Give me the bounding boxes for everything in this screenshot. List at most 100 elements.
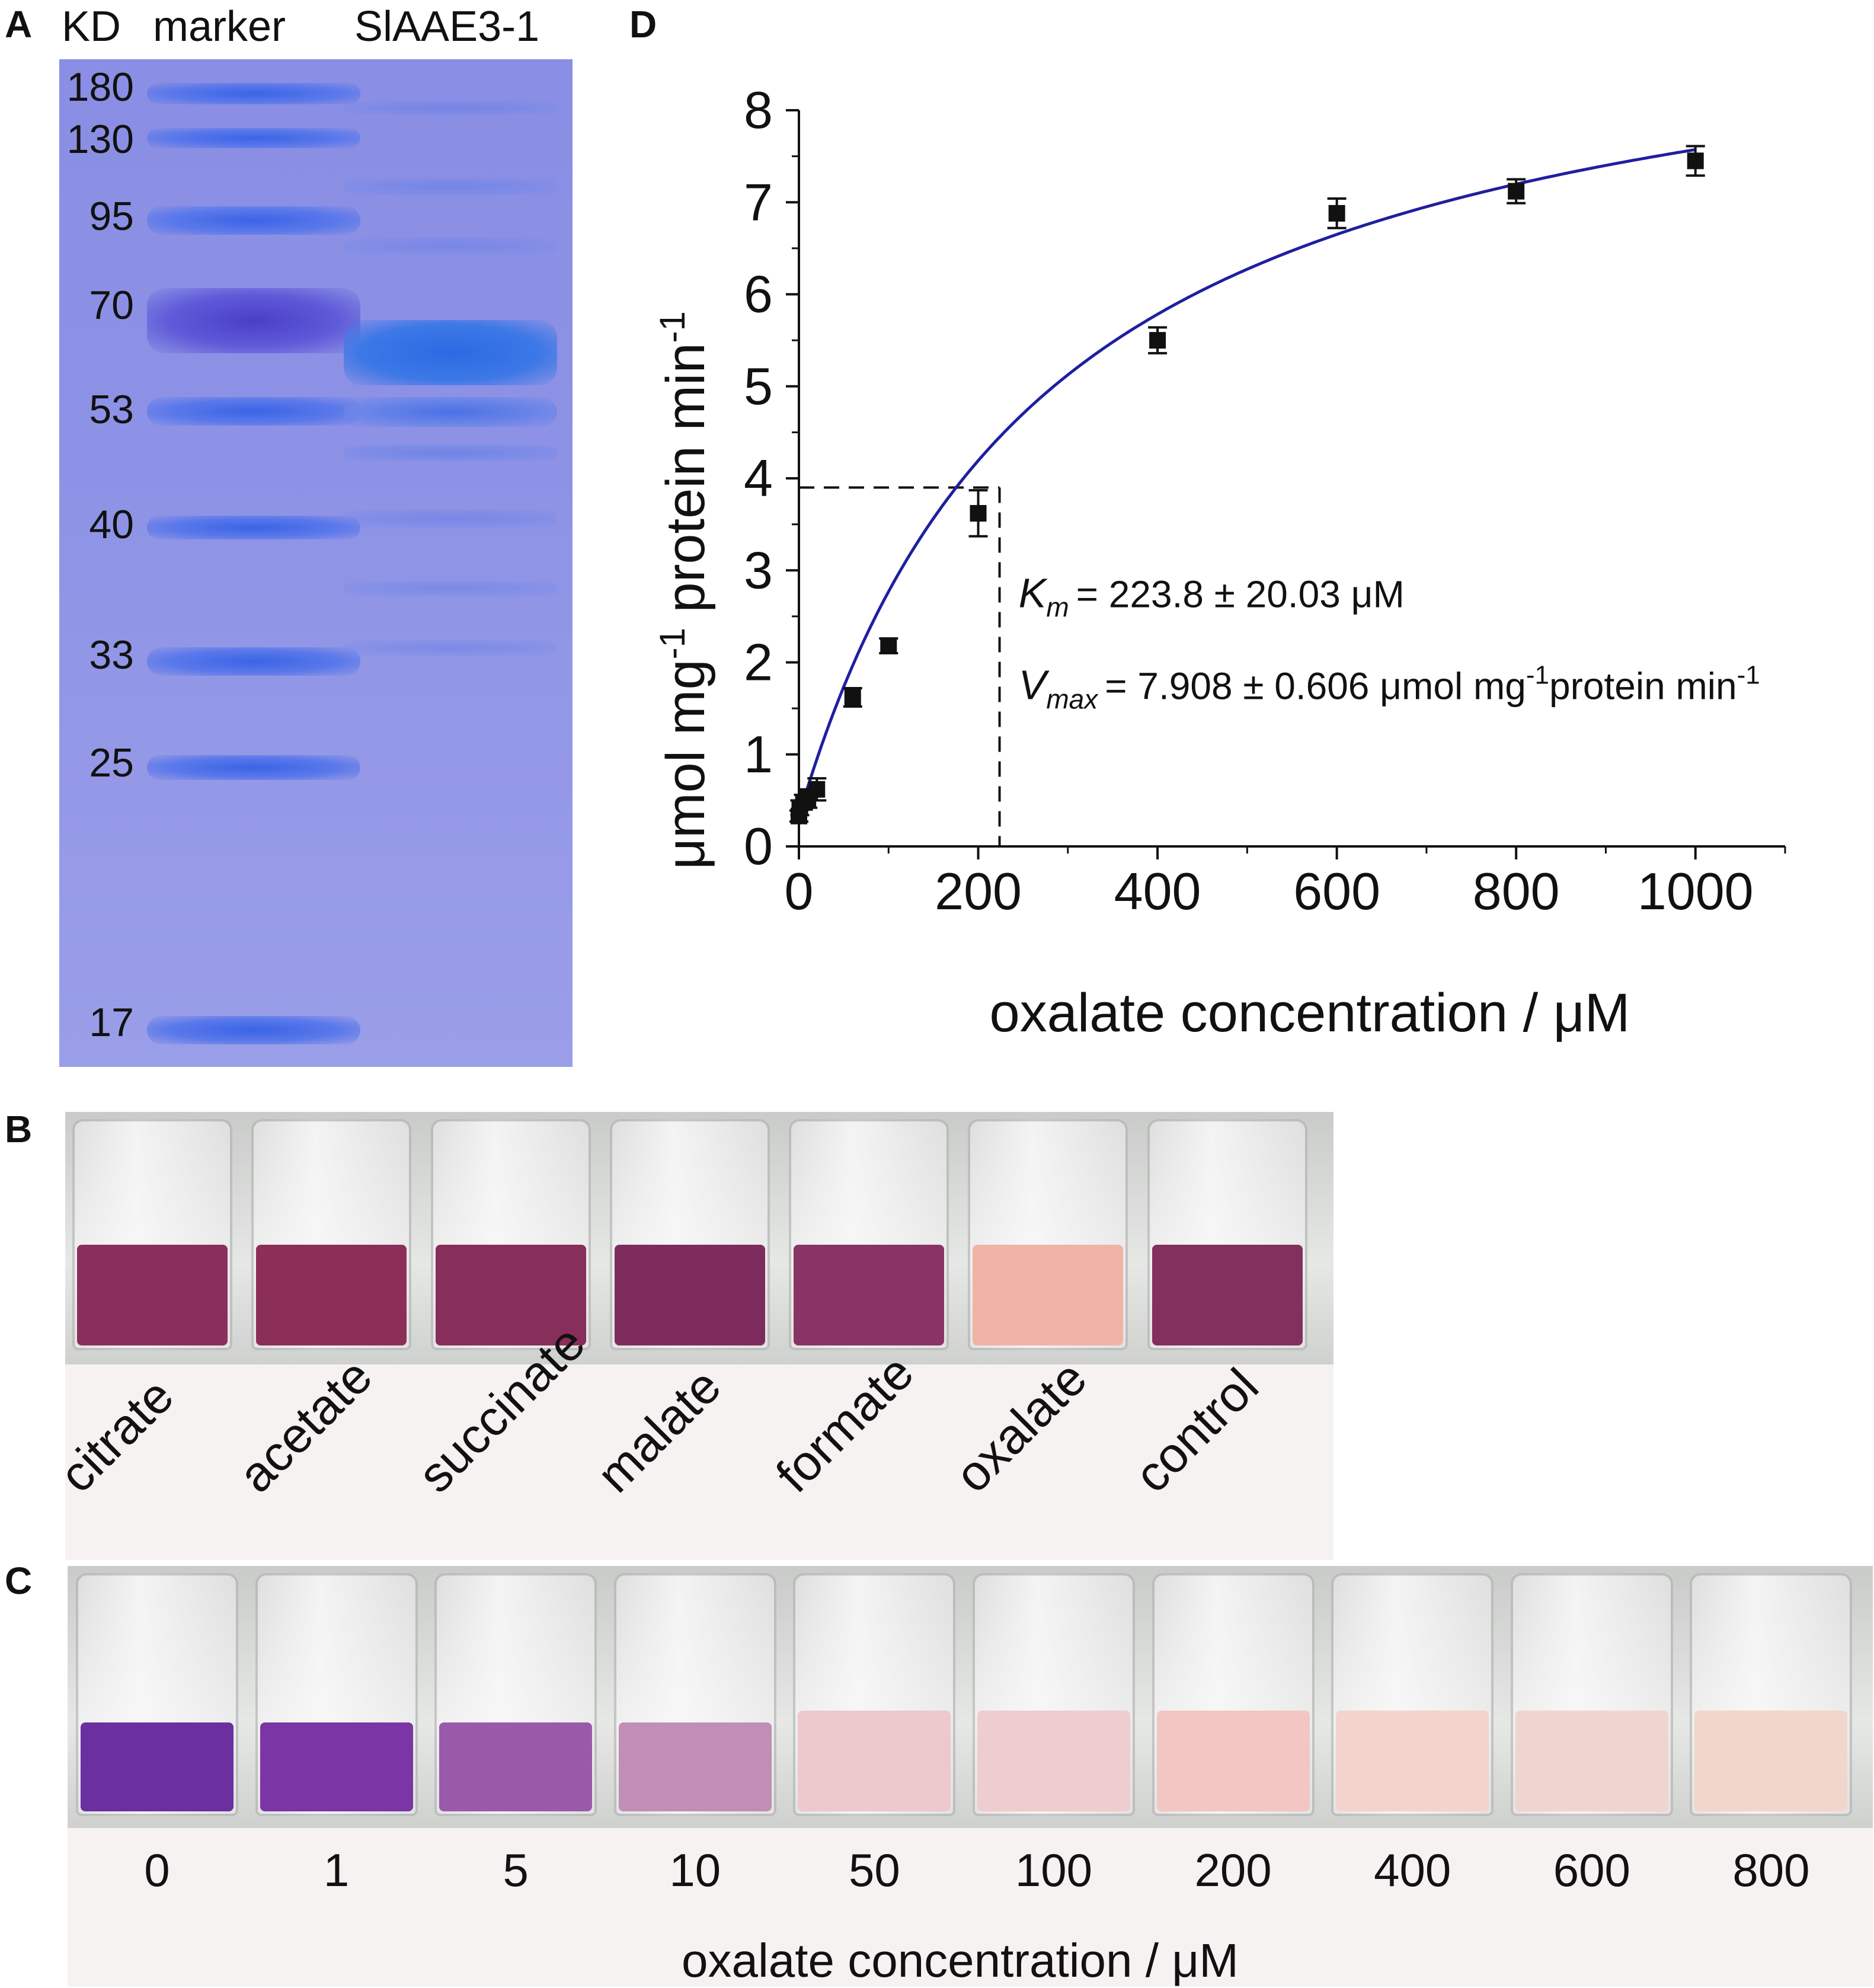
sample-band xyxy=(344,445,557,461)
sample-band xyxy=(344,237,557,255)
vmax-value: = 7.908 ± 0.606 μmol mg xyxy=(1105,665,1526,708)
km-value: = 223.8 ± 20.03 μM xyxy=(1076,573,1405,615)
marker-band xyxy=(147,397,360,426)
sample-band xyxy=(344,178,557,196)
kinetics-chart: 0 1 2 3 4 5 6 7 8 0 200 400 600 800 1000 oxalate conce… xyxy=(653,81,1786,1043)
vial-liquid xyxy=(1515,1711,1668,1811)
concentration-vial xyxy=(973,1573,1135,1816)
substrate-vial xyxy=(251,1119,412,1350)
marker-band xyxy=(147,755,360,780)
marker-weight-label: 95 xyxy=(89,194,134,239)
substrate-vial xyxy=(430,1119,591,1350)
marker-weight-label: 53 xyxy=(89,387,134,432)
panel-label-b: B xyxy=(5,1108,33,1150)
vial-liquid xyxy=(77,1245,228,1345)
vial-liquid xyxy=(435,1245,586,1345)
vial-liquid xyxy=(794,1245,945,1345)
vial-liquid xyxy=(618,1722,772,1811)
gel-header-sample: SlAAE3-1 xyxy=(354,3,540,50)
sample-band xyxy=(344,640,557,656)
marker-band xyxy=(147,128,360,148)
y-tick-label: 2 xyxy=(744,633,773,692)
x-axis-label: oxalate concentration / μM xyxy=(990,983,1630,1043)
marker-band xyxy=(147,288,360,353)
data-point xyxy=(1687,152,1704,170)
vmax-unit: protein min xyxy=(1549,665,1737,708)
substrate-vial xyxy=(1147,1119,1307,1350)
x-tick-label: 1000 xyxy=(1638,862,1754,921)
marker-weight-label: 25 xyxy=(89,740,134,785)
marker-band xyxy=(147,83,360,104)
marker-band xyxy=(147,516,360,539)
vmax-sup: -1 xyxy=(1526,661,1549,690)
concentration-vial xyxy=(255,1573,418,1816)
concentration-axis-label: oxalate concentration / μM xyxy=(682,1934,1239,1987)
vmax-subscript: max xyxy=(1046,684,1099,715)
marker-band xyxy=(147,1016,360,1044)
gel-header-kd: KD xyxy=(62,3,121,50)
michaelis-menten-fit-curve xyxy=(797,148,1696,817)
vial-liquid xyxy=(973,1245,1124,1345)
concentration-label: 5 xyxy=(503,1844,529,1896)
panel-label-d: D xyxy=(629,3,657,46)
concentration-label: 800 xyxy=(1732,1844,1810,1896)
marker-band xyxy=(147,647,360,676)
sample-band xyxy=(344,581,557,596)
gel-header-marker: marker xyxy=(153,3,286,50)
concentration-vial xyxy=(1152,1573,1315,1816)
vial-liquid xyxy=(1156,1711,1310,1811)
data-point xyxy=(880,637,897,654)
data-point xyxy=(808,781,826,798)
concentration-label: 0 xyxy=(144,1844,170,1896)
vial-liquid xyxy=(1336,1711,1489,1811)
vial-liquid xyxy=(1694,1711,1848,1811)
concentration-vial xyxy=(793,1573,956,1816)
data-point xyxy=(1508,183,1525,200)
substrate-vial xyxy=(789,1119,949,1350)
data-point xyxy=(844,689,861,706)
concentration-vial xyxy=(1510,1573,1673,1816)
x-tick-label: 600 xyxy=(1293,862,1380,921)
concentration-label: 1 xyxy=(323,1844,350,1896)
vial-liquid xyxy=(614,1245,765,1345)
sds-page-gel xyxy=(59,59,573,1067)
y-tick-label: 6 xyxy=(744,265,773,324)
panel-label-a: A xyxy=(5,3,33,46)
substrate-vial xyxy=(968,1119,1128,1350)
sample-band-main xyxy=(344,320,557,385)
concentration-label: 50 xyxy=(849,1844,900,1896)
y-tick-label: 4 xyxy=(744,449,773,507)
vmax-annotation: Vmax = 7.908 ± 0.606 μmol mg-1protein min… xyxy=(1019,661,1760,715)
x-tick-label: 400 xyxy=(1114,862,1201,921)
vial-liquid xyxy=(439,1722,593,1811)
concentration-label: 200 xyxy=(1194,1844,1272,1896)
vmax-sup: -1 xyxy=(1737,661,1760,690)
y-tick-label: 7 xyxy=(744,172,773,231)
y-tick-label: 8 xyxy=(744,81,773,139)
x-tick-label: 0 xyxy=(785,862,814,921)
concentration-vial xyxy=(1331,1573,1494,1816)
substrate-vial xyxy=(72,1119,232,1350)
vial-liquid xyxy=(977,1711,1130,1811)
vial-liquid xyxy=(260,1722,413,1811)
vial-liquid xyxy=(1152,1245,1303,1345)
y-label-sup: -1 xyxy=(653,628,692,659)
concentration-label: 600 xyxy=(1553,1844,1630,1896)
substrate-vial xyxy=(609,1119,770,1350)
substrate-vials-photo xyxy=(65,1112,1333,1364)
marker-weight-label: 130 xyxy=(66,117,134,162)
marker-weight-label: 33 xyxy=(89,632,134,677)
y-tick-label: 5 xyxy=(744,357,773,416)
data-point xyxy=(970,504,987,522)
marker-weight-label: 17 xyxy=(89,1000,134,1045)
concentration-vials-photo xyxy=(68,1566,1873,1828)
panel-label-c: C xyxy=(5,1559,33,1602)
concentration-vial xyxy=(76,1573,238,1816)
concentration-vial xyxy=(613,1573,776,1816)
marker-weight-label: 70 xyxy=(89,283,134,328)
vial-liquid xyxy=(256,1245,407,1345)
y-axis-label: μmol mg-1 protein min-1 xyxy=(653,311,717,870)
km-subscript: m xyxy=(1046,592,1069,622)
marker-band xyxy=(147,206,360,235)
substrate-label-strip xyxy=(65,1364,1333,1560)
